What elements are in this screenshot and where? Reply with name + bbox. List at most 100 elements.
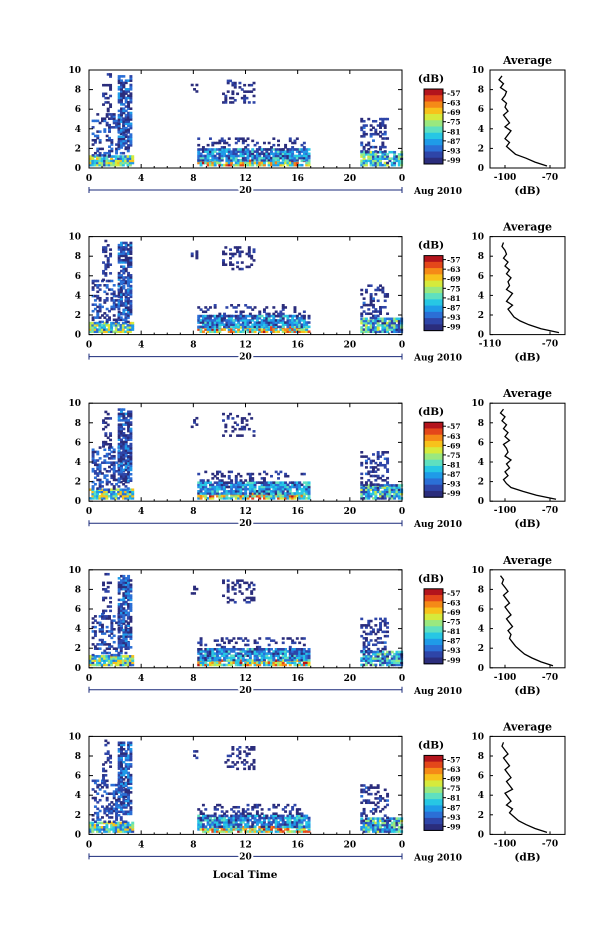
heatmap-cell	[103, 326, 107, 329]
heatmap-cell	[262, 158, 266, 162]
heatmap-cell	[281, 306, 285, 309]
heatmap-cell	[120, 620, 123, 623]
heatmap-cell	[110, 783, 114, 787]
heatmap-cell	[288, 321, 292, 324]
heatmap-cell	[93, 615, 97, 618]
heatmap-cell	[260, 483, 264, 487]
heatmap-cell	[96, 643, 100, 646]
heatmap-cell	[122, 784, 126, 788]
heatmap-cell	[293, 148, 297, 151]
heatmap-cell	[300, 150, 304, 153]
heatmap-cell	[279, 154, 283, 158]
heatmap-cell	[239, 656, 243, 660]
heatmap-cell	[199, 663, 203, 667]
heatmap-cell	[364, 655, 368, 658]
heatmap-cell	[272, 328, 276, 331]
heatmap-cell	[121, 159, 125, 163]
heatmap-cell	[372, 299, 375, 303]
heatmap-cell	[379, 324, 382, 327]
heatmap-cell	[272, 661, 276, 665]
heatmap-cell	[255, 661, 259, 665]
heatmap-cell	[127, 302, 131, 305]
heatmap-cell	[122, 75, 126, 78]
heatmap-cell	[381, 484, 385, 487]
heatmap-cell	[204, 148, 208, 151]
heatmap-cell	[124, 118, 128, 121]
heatmap-cell	[281, 492, 285, 495]
heatmap-cell	[96, 134, 100, 138]
heatmap-cell	[379, 486, 382, 489]
heatmap-cell	[246, 159, 250, 163]
heatmap-cell	[364, 657, 368, 660]
heatmap-cell	[246, 639, 250, 642]
heatmap-cell	[110, 296, 114, 300]
heatmap-cell	[274, 648, 278, 651]
heatmap-cell	[110, 807, 114, 811]
heatmap-cell	[265, 490, 269, 493]
heatmap-cell	[114, 163, 118, 167]
heatmap-cell	[107, 330, 111, 334]
heatmap-cell	[110, 623, 114, 627]
heatmap-cell	[119, 788, 123, 791]
heatmap-cell	[117, 302, 121, 305]
heatmap-cell	[127, 425, 131, 429]
heatmap-cell	[376, 321, 380, 325]
heatmap-cell	[89, 488, 92, 492]
heatmap-cell	[93, 645, 97, 648]
heatmap-cell	[397, 330, 401, 334]
heatmap-cell	[386, 321, 390, 325]
heatmap-cell	[393, 488, 397, 492]
colorbar-segment	[424, 151, 443, 159]
heatmap-cell	[124, 252, 128, 256]
heatmap-cell	[105, 157, 109, 160]
heatmap-cell	[225, 319, 229, 322]
heatmap-cell	[305, 323, 309, 326]
heatmap-cell	[117, 446, 121, 449]
heatmap-cell	[369, 301, 373, 305]
heatmap-cell	[128, 659, 132, 662]
heatmap-cell	[128, 657, 132, 660]
colorbar-segment	[424, 268, 443, 275]
profile-line	[498, 75, 548, 167]
heatmap-cell	[124, 767, 128, 770]
heatmap-cell	[298, 497, 302, 500]
profile-y-tick-label: 6	[478, 105, 484, 115]
heatmap-cell	[238, 583, 242, 587]
heatmap-cell	[388, 150, 392, 154]
heatmap-cell	[395, 488, 399, 492]
heatmap-cell	[204, 654, 208, 658]
heatmap-cell	[386, 663, 390, 667]
heatmap-cell	[286, 328, 290, 331]
heatmap-cell	[89, 825, 92, 829]
heatmap-cell	[251, 481, 255, 484]
heatmap-cell	[124, 416, 128, 420]
heatmap-cell	[390, 150, 394, 154]
heatmap-cell	[295, 494, 299, 498]
heatmap-cell	[129, 799, 133, 803]
heatmap-cell	[96, 305, 100, 309]
heatmap-cell	[376, 457, 380, 461]
heatmap-cell	[379, 319, 382, 323]
heatmap-cell	[226, 600, 230, 604]
heatmap-cell	[105, 821, 109, 825]
heatmap-cell	[127, 801, 131, 805]
heatmap-cell	[122, 144, 126, 147]
heatmap-cell	[379, 624, 382, 627]
heatmap-cell	[267, 319, 271, 322]
heatmap-cell	[122, 799, 126, 803]
heatmap-cell	[288, 494, 292, 498]
heatmap-cell	[131, 823, 135, 827]
heatmap-cell	[201, 654, 205, 658]
heatmap-cell	[93, 321, 97, 325]
heatmap-cell	[117, 639, 121, 643]
heatmap-cell	[376, 659, 380, 662]
heatmap-cell	[360, 494, 364, 498]
heatmap-cell	[255, 654, 259, 658]
heatmap-cell	[272, 152, 276, 156]
y-tick-label: 10	[68, 566, 81, 576]
heatmap-cell	[246, 487, 250, 491]
heatmap-cell	[199, 321, 203, 324]
heatmap-cell	[270, 161, 273, 165]
heatmap-cell	[381, 317, 385, 321]
heatmap-cell	[372, 139, 375, 142]
